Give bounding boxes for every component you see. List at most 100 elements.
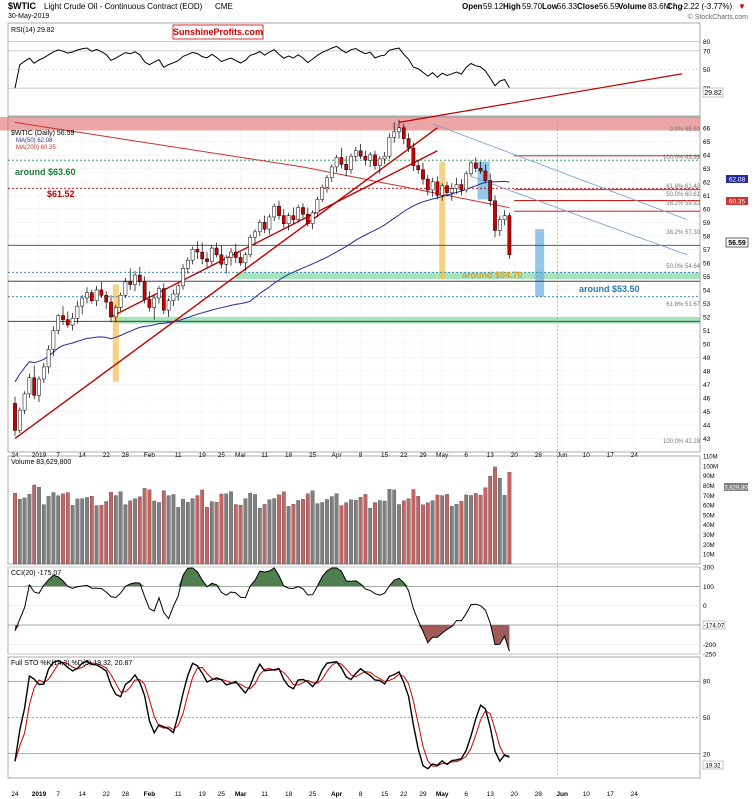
volume-bar bbox=[166, 495, 171, 565]
cci-tick-label: 0 bbox=[703, 603, 707, 610]
candle bbox=[445, 181, 449, 197]
candle bbox=[99, 281, 104, 299]
bottom-date-label: 25 bbox=[309, 791, 317, 798]
cci-panel: -250-200-1000100200 CCI(20) -175.07 -174… bbox=[7, 565, 726, 659]
candle bbox=[493, 195, 497, 238]
sto-gridlines bbox=[8, 680, 700, 755]
volume-bar bbox=[320, 502, 325, 565]
price-tick-label: 64 bbox=[703, 152, 711, 159]
candle-body bbox=[377, 158, 382, 166]
candle-body bbox=[296, 207, 301, 220]
bottom-date-label: 13 bbox=[487, 791, 495, 798]
volume-bar bbox=[229, 491, 233, 565]
candle-body bbox=[473, 162, 478, 169]
volume-bar bbox=[459, 501, 464, 565]
volume-tick-label: 60M bbox=[703, 504, 715, 510]
volume-bar bbox=[85, 497, 89, 565]
candle-body bbox=[128, 281, 133, 285]
volume-bar bbox=[113, 495, 118, 565]
down-arrow-icon: ▼ bbox=[738, 2, 746, 11]
chg-value: -2.22 (-3.77%) bbox=[681, 2, 732, 11]
fib-label-100: 100.0% 63.93 bbox=[663, 155, 701, 161]
volume-bar bbox=[301, 499, 305, 565]
candle bbox=[32, 365, 37, 400]
annotation-61-52: $61.52 bbox=[47, 189, 75, 199]
symbol-label: $WTIC bbox=[8, 1, 36, 11]
bottom-date-label: 11 bbox=[261, 791, 268, 798]
bottom-date-labels: 24 2019 7 14 22 28 Feb 11 19 25 Mar 11 18 25 Apr 8 15 22 2… bbox=[11, 791, 638, 798]
candle-body bbox=[243, 254, 248, 264]
price-tick-label: 62 bbox=[703, 179, 711, 186]
candle bbox=[171, 289, 176, 307]
date-label: Mar bbox=[235, 452, 247, 459]
ma50-line bbox=[14, 180, 510, 383]
candle-body bbox=[104, 295, 109, 303]
date-label: 22 bbox=[103, 452, 111, 459]
candle-body bbox=[22, 393, 27, 411]
price-tick-label: 63 bbox=[703, 166, 711, 173]
sto-legend: Full STO %K(14,3) %D(3) 19.32, 20.87 bbox=[11, 660, 132, 667]
annotation-around-54-70: around $54.70 bbox=[462, 270, 523, 280]
date-label: 7 bbox=[56, 452, 60, 459]
volume-bar bbox=[478, 495, 483, 565]
candle bbox=[181, 264, 185, 290]
volume-bar bbox=[37, 487, 41, 565]
candle bbox=[473, 157, 478, 173]
candle-body bbox=[464, 173, 469, 191]
rsi-gridlines bbox=[8, 41, 700, 89]
candle-body bbox=[493, 200, 497, 231]
candle bbox=[464, 171, 469, 193]
candle-body bbox=[176, 285, 181, 295]
candle-body bbox=[85, 292, 89, 299]
candle bbox=[229, 248, 233, 266]
volume-bar bbox=[281, 491, 286, 565]
candle-body bbox=[32, 377, 37, 396]
date-label: 10 bbox=[583, 452, 591, 459]
candle-body bbox=[152, 297, 157, 308]
candle-body bbox=[80, 297, 85, 307]
yellow-gap-left bbox=[112, 284, 119, 382]
candle-body bbox=[142, 281, 147, 300]
candle-body bbox=[315, 199, 320, 214]
volume-bar bbox=[147, 489, 152, 565]
volume-bar bbox=[310, 490, 315, 565]
candle bbox=[373, 150, 377, 170]
date-label: 2019 bbox=[32, 452, 47, 459]
volume-label: Volume bbox=[618, 2, 647, 11]
price-tick-label: 53 bbox=[703, 301, 711, 308]
candle-body bbox=[459, 184, 464, 191]
bottom-date-label: Feb bbox=[144, 791, 156, 798]
candle-body bbox=[17, 409, 22, 431]
candle-body bbox=[133, 274, 137, 285]
volume-bar bbox=[22, 497, 27, 565]
cci-last-value: -174.07 bbox=[704, 624, 725, 630]
fib-label-100b: 100.0% 42.28 bbox=[663, 439, 701, 445]
candle bbox=[406, 133, 411, 153]
candle bbox=[205, 252, 209, 269]
rsi-line bbox=[14, 45, 510, 89]
volume-bar bbox=[401, 500, 406, 565]
candle bbox=[339, 148, 344, 169]
volume-bar bbox=[473, 493, 478, 565]
candle bbox=[219, 245, 224, 269]
channel-lower bbox=[470, 176, 688, 256]
candlesticks bbox=[13, 119, 512, 436]
candle-body bbox=[166, 300, 171, 311]
candle-body bbox=[445, 185, 449, 193]
volume-tick-label: 80M bbox=[703, 484, 715, 490]
date-label: 14 bbox=[79, 452, 87, 459]
candle-body bbox=[329, 166, 334, 179]
rsi-tick-label: 80 bbox=[703, 39, 711, 46]
volume-bar bbox=[368, 507, 373, 565]
price-tick-label: 65 bbox=[703, 139, 711, 146]
volume-bar bbox=[128, 500, 133, 565]
candle bbox=[449, 183, 454, 201]
bottom-date-label: 2019 bbox=[32, 791, 47, 798]
candle bbox=[133, 270, 137, 292]
candle-body bbox=[147, 299, 152, 308]
candle-body bbox=[257, 222, 262, 233]
volume-bar bbox=[142, 488, 147, 565]
volume-tick-label: 40M bbox=[703, 523, 715, 529]
price-tick-label: 46 bbox=[703, 395, 711, 402]
candle-body bbox=[113, 307, 118, 318]
